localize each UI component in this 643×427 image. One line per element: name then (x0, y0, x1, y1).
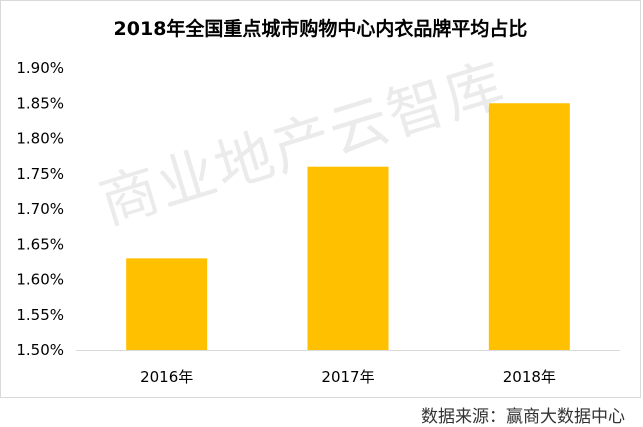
y-tick-label: 1.55% (16, 306, 64, 324)
bar (126, 258, 208, 350)
y-tick-label: 1.90% (16, 59, 64, 77)
x-tick-label: 2018年 (503, 368, 556, 386)
y-tick-label: 1.70% (16, 200, 64, 218)
y-tick-label: 1.65% (16, 235, 64, 253)
y-tick-label: 1.80% (16, 130, 64, 148)
y-tick-label: 1.50% (16, 341, 64, 359)
y-tick-label: 1.85% (16, 94, 64, 112)
chart-title: 2018年全国重点城市购物中心内衣品牌平均占比 (113, 18, 528, 40)
y-axis-ticks: 1.50% 1.55% 1.60% 1.65% 1.70% 1.75% 1.80% 1.85%… (16, 59, 64, 359)
bars (126, 103, 570, 350)
y-tick-label: 1.75% (16, 165, 64, 183)
y-tick-label: 1.60% (16, 271, 64, 289)
x-tick-label: 2017年 (321, 368, 374, 386)
x-tick-label: 2016年 (140, 368, 193, 386)
x-axis-ticks: 2016年 2017年 2018年 (140, 368, 556, 386)
bar (488, 103, 570, 350)
bar (307, 166, 389, 350)
source-note: 数据来源：赢商大数据中心 (421, 407, 625, 427)
